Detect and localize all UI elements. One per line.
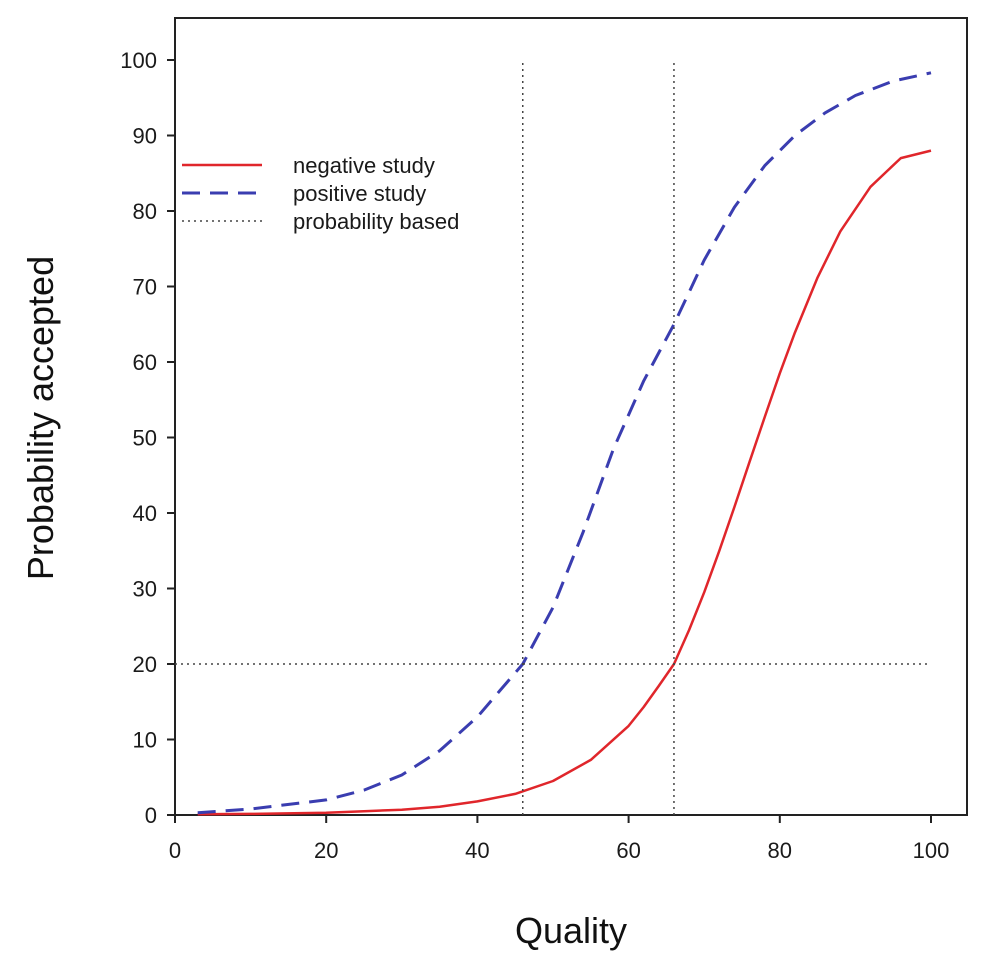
legend-label: negative study xyxy=(293,153,435,178)
y-tick-label: 10 xyxy=(133,728,157,753)
legend: negative study positive study probability … xyxy=(182,153,459,234)
plot-area xyxy=(175,60,932,816)
x-tick-label: 0 xyxy=(169,838,181,863)
y-tick-label: 40 xyxy=(133,501,157,526)
y-tick-label: 80 xyxy=(133,199,157,224)
y-tick-label: 100 xyxy=(120,48,157,73)
legend-label: probability based xyxy=(293,209,459,234)
positive-study-line xyxy=(197,71,932,815)
x-axis-title: Quality xyxy=(515,910,627,951)
y-tick-label: 0 xyxy=(145,803,157,828)
x-tick-label: 80 xyxy=(768,838,792,863)
y-tick-label: 70 xyxy=(133,275,157,300)
x-tick-label: 60 xyxy=(616,838,640,863)
x-tick-label: 100 xyxy=(913,838,950,863)
y-tick-label: 90 xyxy=(133,124,157,149)
y-tick-label: 30 xyxy=(133,577,157,602)
negative-study-line xyxy=(197,149,932,816)
x-tick-label: 20 xyxy=(314,838,338,863)
axes: 0 20 40 60 80 100 0 10 20 30 40 50 60 70 80 90 100 xyxy=(120,48,949,863)
x-tick-label: 40 xyxy=(465,838,489,863)
y-axis-title: Probability accepted xyxy=(20,256,61,580)
legend-label: positive study xyxy=(293,181,426,206)
y-tick-label: 20 xyxy=(133,652,157,677)
y-tick-label: 50 xyxy=(133,426,157,451)
y-tick-label: 60 xyxy=(133,350,157,375)
plot-frame xyxy=(174,17,968,816)
